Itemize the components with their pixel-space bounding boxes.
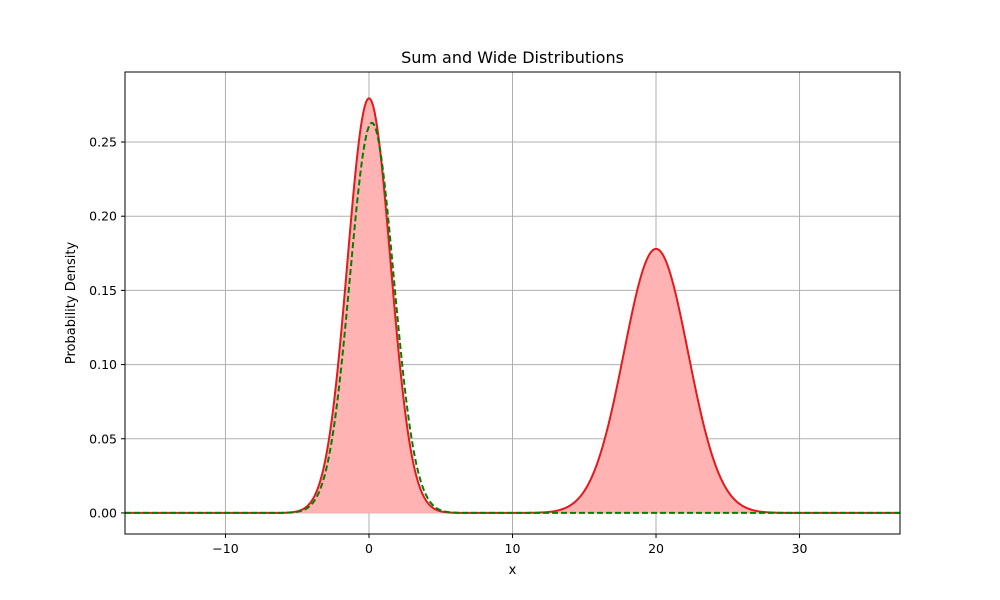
plot-area: −10 0 10 20 30 0.00 0.05 0.10 0.15 0.20 0.25 <box>89 71 901 556</box>
x-tick-label: 20 <box>648 541 664 556</box>
x-tick-label: 10 <box>505 541 521 556</box>
y-tick-label: 0.15 <box>89 283 117 298</box>
x-axis-label: x <box>509 563 517 578</box>
chart-title: Sum and Wide Distributions <box>401 48 624 67</box>
y-tick-label: 0.25 <box>89 135 117 150</box>
y-tick-label: 0.20 <box>89 209 117 224</box>
series-layer <box>125 97 900 514</box>
series-line-wide <box>125 121 900 514</box>
x-tick-label: −10 <box>212 541 238 556</box>
y-axis-ticks: 0.00 0.05 0.10 0.15 0.20 0.25 <box>89 135 125 520</box>
y-axis-label: Probability Density <box>64 242 79 365</box>
x-axis-ticks: −10 0 10 20 30 <box>212 534 808 556</box>
y-tick-label: 0.05 <box>89 431 117 446</box>
y-tick-label: 0.00 <box>89 505 117 520</box>
x-tick-label: 30 <box>792 541 808 556</box>
x-tick-label: 0 <box>365 541 373 556</box>
y-tick-label: 0.10 <box>89 357 117 372</box>
